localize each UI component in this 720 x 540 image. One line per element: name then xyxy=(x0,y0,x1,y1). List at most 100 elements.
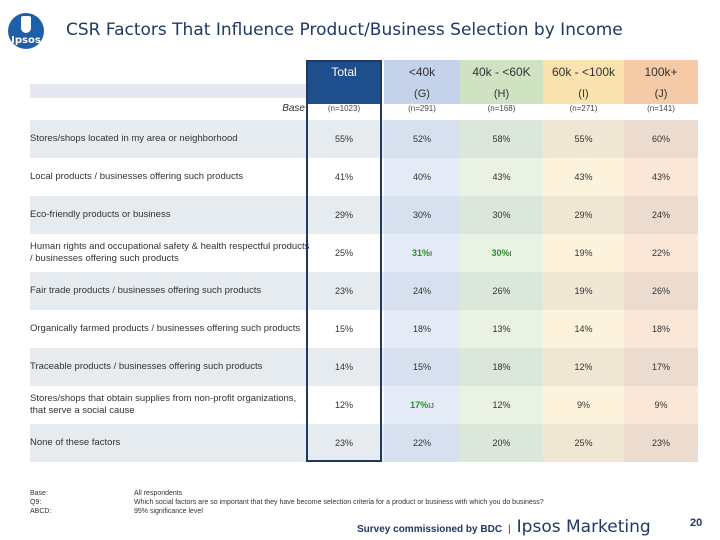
table-row: Stores/shops that obtain supplies from n… xyxy=(30,386,698,424)
row-label: Fair trade products / businesses offerin… xyxy=(30,285,262,296)
table-cell: 9% xyxy=(543,386,624,424)
ipsos-marketing-wordmark: Ipsos Marketing xyxy=(516,517,651,537)
table-cell: 43% xyxy=(543,158,624,196)
table-cell: 19% xyxy=(543,234,624,272)
row-label: Stores/shops located in my area or neigh… xyxy=(30,133,238,144)
brand-footer: Survey commissioned by BDC | Ipsos Marketi… xyxy=(357,517,651,537)
footnote-base-value: All respondents xyxy=(134,490,183,497)
column-header: 60k - <100k xyxy=(543,60,624,84)
footnote-q-value: Which social factors are so important th… xyxy=(134,499,544,506)
table-row: Local products / businesses offering suc… xyxy=(30,158,698,196)
table-row: Organically farmed products / businesses… xyxy=(30,310,698,348)
table-cell: 12% xyxy=(460,386,543,424)
table-row: None of these factors 23% 22% 20% 25% 23% xyxy=(30,424,698,462)
table-cell: 18% xyxy=(624,310,698,348)
column-letter: (H) xyxy=(460,84,543,104)
column-letter: (J) xyxy=(624,84,698,104)
table-cell: 30% xyxy=(460,196,543,234)
column-header: 40k - <60K xyxy=(460,60,543,84)
significant-value: 30% xyxy=(491,248,510,258)
table-cell: 29% xyxy=(543,196,624,234)
table-cell: 14% xyxy=(334,362,353,372)
table-cell: 43% xyxy=(460,158,543,196)
table-cell: 24% xyxy=(384,272,460,310)
row-label: None of these factors xyxy=(30,437,121,448)
column-header: <40k xyxy=(384,60,460,84)
survey-credit: Survey commissioned by BDC xyxy=(357,524,503,535)
table-cell: 18% xyxy=(460,348,543,386)
footnote-q-key: Q9: xyxy=(30,499,42,506)
table-cell: 25% xyxy=(543,424,624,462)
significance-marker: I xyxy=(509,248,512,258)
column-base-n: (n=291) xyxy=(408,104,436,113)
table-cell: 14% xyxy=(543,310,624,348)
table-cell: 25% xyxy=(334,248,353,258)
ipsos-logo: Ipsos xyxy=(8,13,44,49)
row-label: Human rights and occupational safety & h… xyxy=(30,241,310,264)
column-base-n: (n=141) xyxy=(647,104,675,113)
logo-mark-icon xyxy=(21,16,31,33)
table-cell: 52% xyxy=(384,120,460,158)
significant-value: 17% xyxy=(410,400,429,410)
page-number: 20 xyxy=(690,517,703,529)
table-cell: 17% xyxy=(624,348,698,386)
table-cell: 23% xyxy=(624,424,698,462)
table-cell: 12% xyxy=(334,400,353,410)
table-cell: 41% xyxy=(334,172,353,182)
row-label: Stores/shops that obtain supplies from n… xyxy=(30,393,297,416)
table-cell: 22% xyxy=(624,234,698,272)
row-label: Traceable products / businesses offering… xyxy=(30,361,263,372)
table-cell: 31% I xyxy=(384,234,460,272)
significance-marker: IJ xyxy=(428,400,434,410)
table-cell: 26% xyxy=(624,272,698,310)
footnote-keys: Base: Q9: ABCD: xyxy=(30,489,51,516)
table-cell: 15% xyxy=(384,348,460,386)
table-cell: 23% xyxy=(334,438,353,448)
table-cell: 12% xyxy=(543,348,624,386)
row-label: Eco-friendly products or business xyxy=(30,209,171,220)
page-title: CSR Factors That Influence Product/Busin… xyxy=(66,20,623,40)
row-label: Local products / businesses offering suc… xyxy=(30,171,244,182)
table-cell: 18% xyxy=(384,310,460,348)
table-row: Eco-friendly products or business 29% 30% 3… xyxy=(30,196,698,234)
table-cell: 20% xyxy=(460,424,543,462)
table-cell: 24% xyxy=(624,196,698,234)
table-cell: 23% xyxy=(334,286,353,296)
table-cell: 19% xyxy=(543,272,624,310)
table-cell: 26% xyxy=(460,272,543,310)
logo-text: Ipsos xyxy=(11,35,41,46)
row-label: Organically farmed products / businesses… xyxy=(30,323,301,334)
column-header: 100k+ xyxy=(624,60,698,84)
column-base-n: (n=271) xyxy=(569,104,598,113)
column-base-n: (n=168) xyxy=(487,104,516,113)
table-cell: 55% xyxy=(543,120,624,158)
table-cell: 13% xyxy=(460,310,543,348)
significance-marker: I xyxy=(429,248,433,258)
significant-value: 31% xyxy=(411,248,430,258)
table-cell: 9% xyxy=(624,386,698,424)
footnote-values: All respondents Which social factors are… xyxy=(134,489,614,516)
footnote-base-key: Base: xyxy=(30,490,48,497)
footnote-abcd-key: ABCD: xyxy=(30,508,52,515)
table-row: Human rights and occupational safety & h… xyxy=(30,234,698,272)
table-cell: 30% I xyxy=(460,234,543,272)
table-row: Stores/shops located in my area or neigh… xyxy=(30,120,698,158)
column-base-n: (n=1023) xyxy=(327,104,361,113)
table-cell: 30% xyxy=(384,196,460,234)
footnote-abcd-value: 95% significance level xyxy=(134,508,203,515)
table-cell: 29% xyxy=(334,210,353,220)
table-row: Fair trade products / businesses offerin… xyxy=(30,272,698,310)
column-header: Total xyxy=(306,60,382,84)
table-cell: 22% xyxy=(384,424,460,462)
table-row: Traceable products / businesses offering… xyxy=(30,348,698,386)
column-letter xyxy=(306,84,382,104)
table-cell: 58% xyxy=(460,120,543,158)
table-cell: 40% xyxy=(384,158,460,196)
base-strip xyxy=(30,84,306,98)
column-letter: (I) xyxy=(543,84,624,104)
table-cell: 43% xyxy=(624,158,698,196)
column-letter: (G) xyxy=(384,84,460,104)
table-cell: 15% xyxy=(334,324,353,334)
brand-separator: | xyxy=(508,524,511,535)
table-cell: 17% IJ xyxy=(384,386,460,424)
